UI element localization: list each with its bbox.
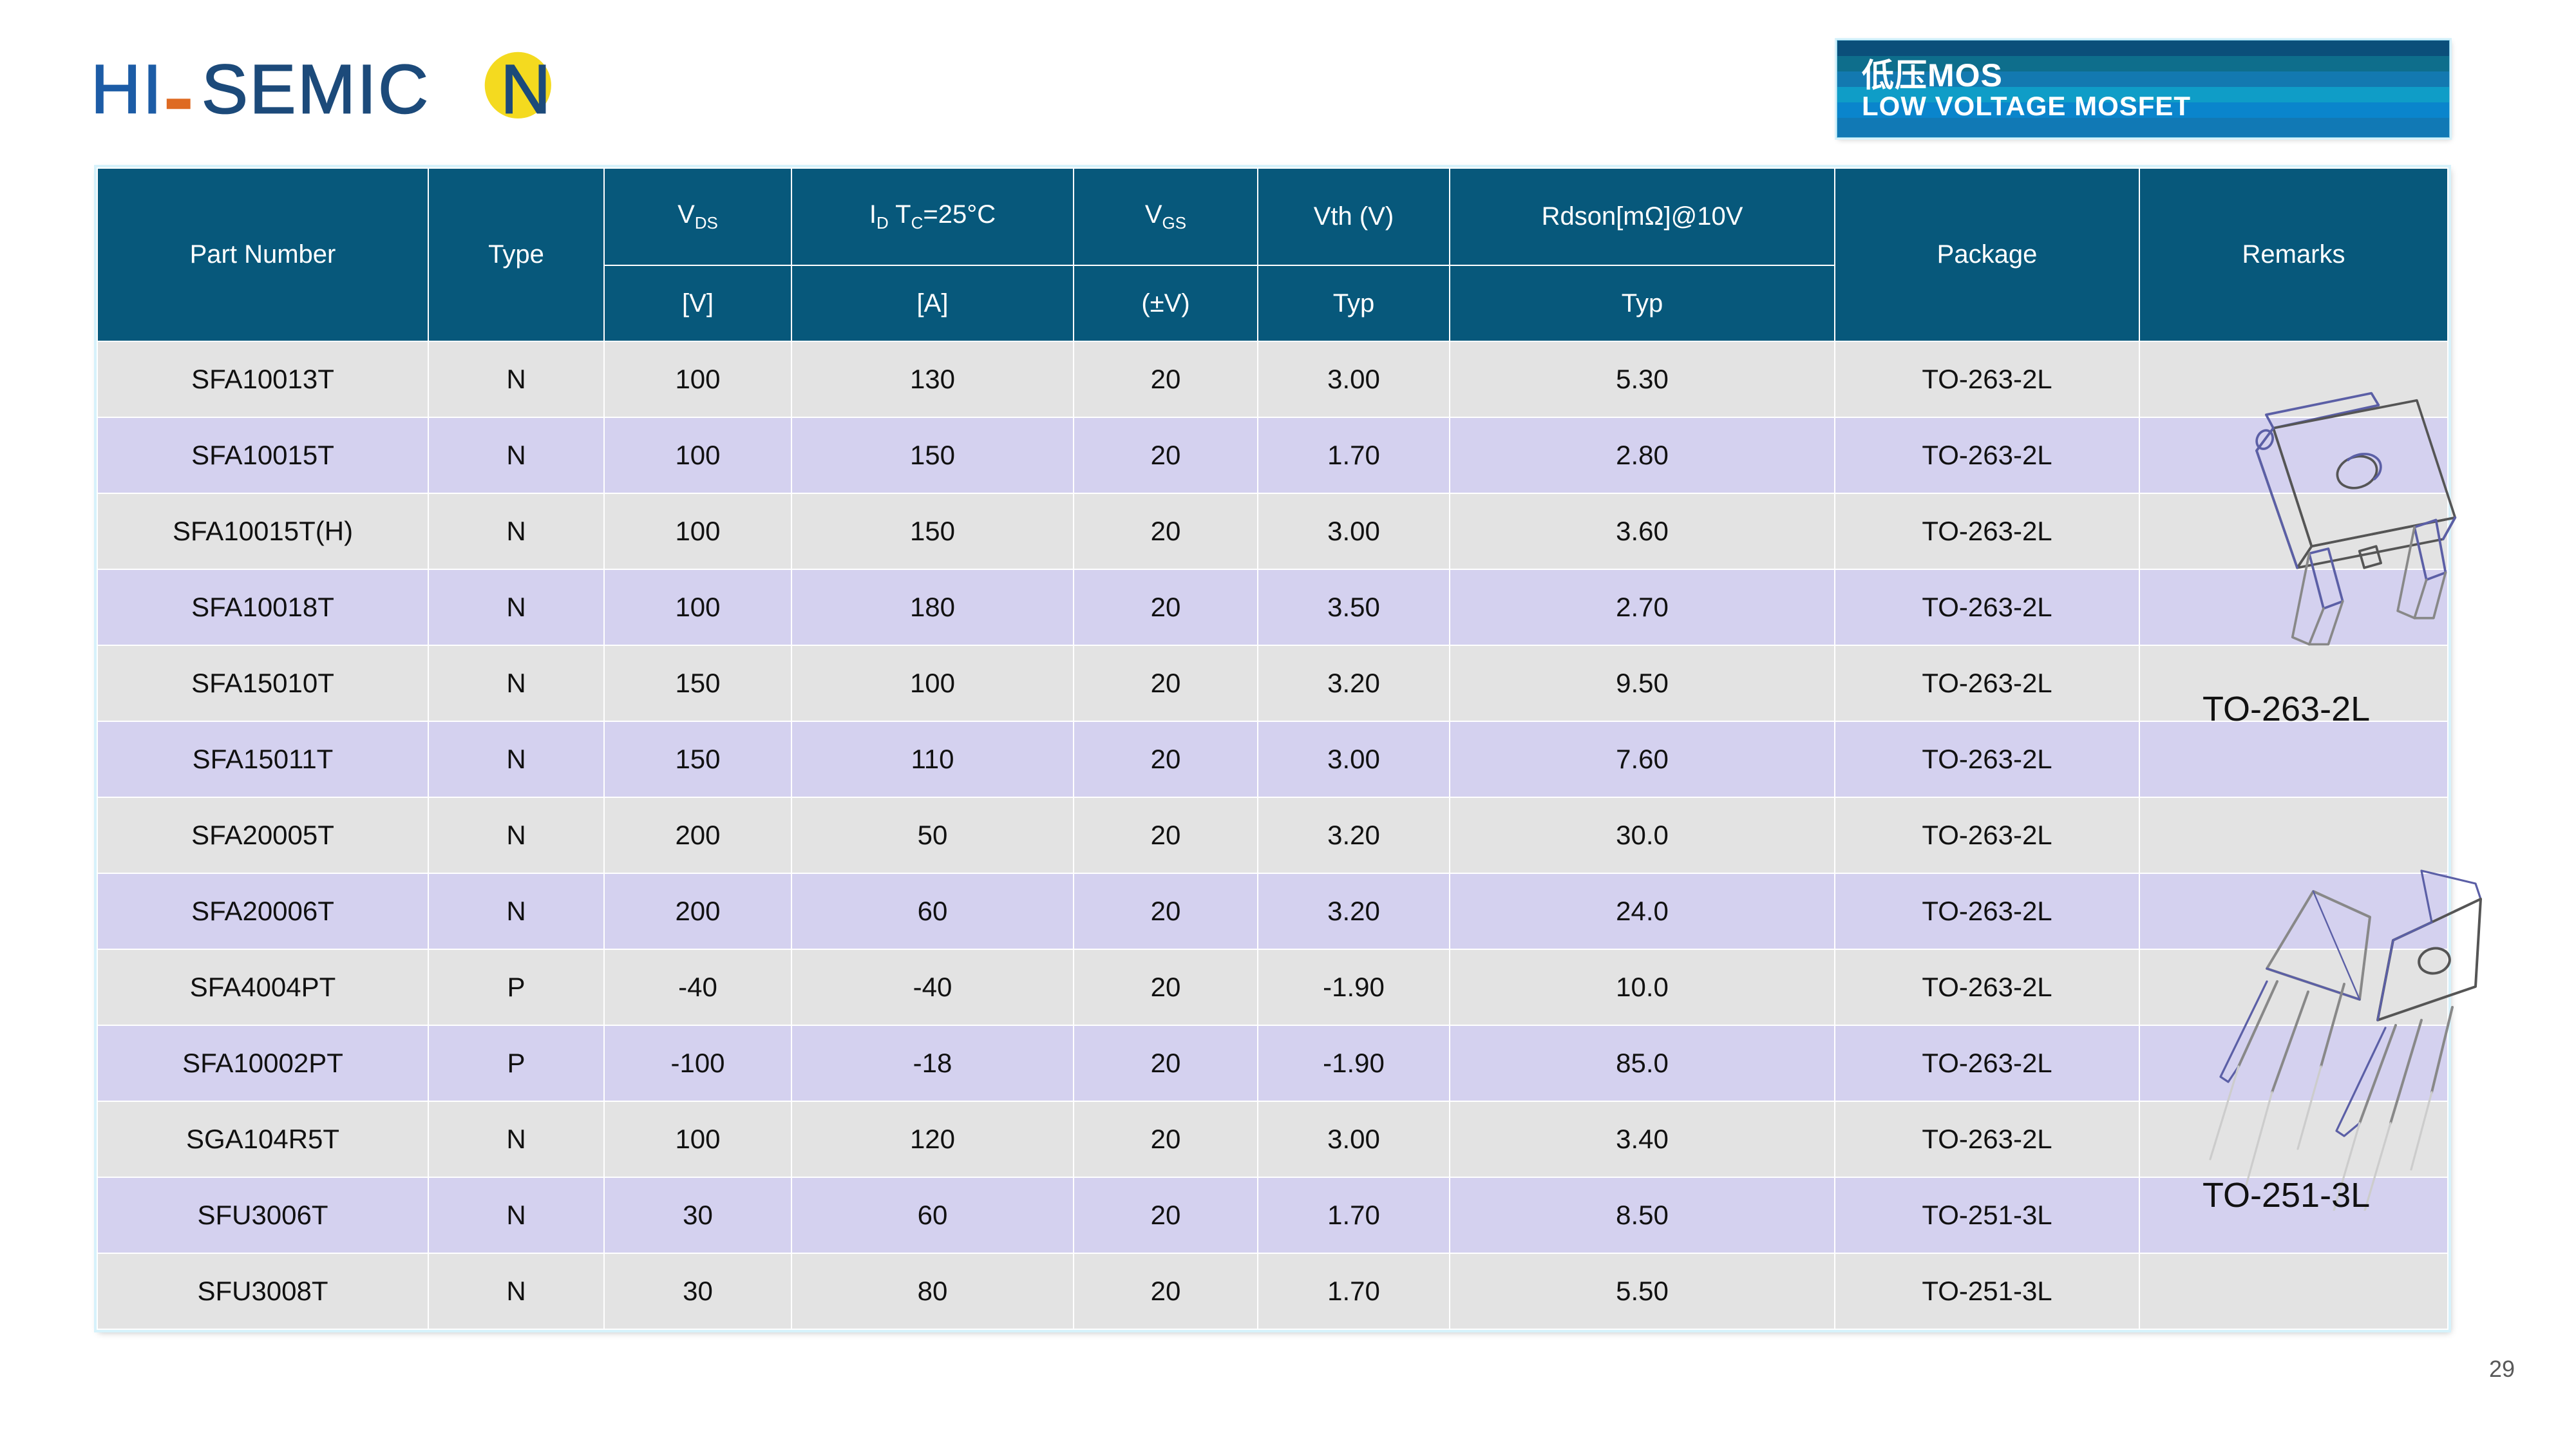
svg-text:N: N [500,50,553,128]
svg-text:HI: HI [91,50,164,128]
svg-text:SEMIC: SEMIC [202,50,430,128]
